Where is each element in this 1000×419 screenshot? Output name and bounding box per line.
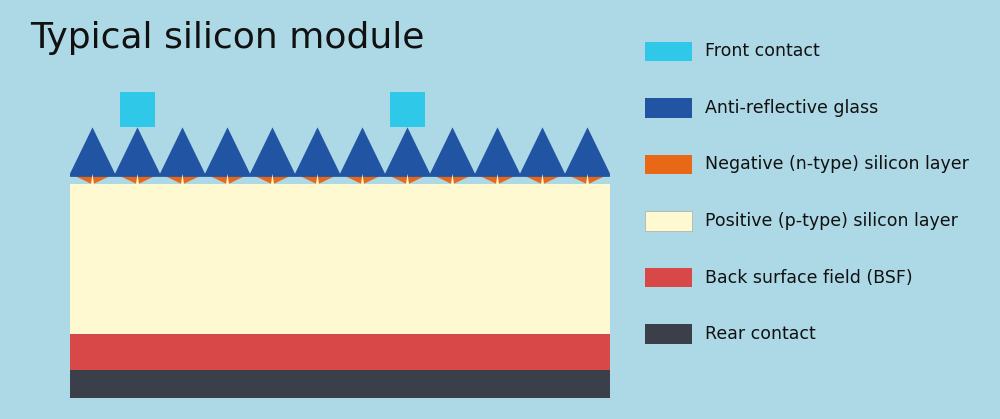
Bar <box>645 268 692 287</box>
Bar <box>645 41 692 61</box>
Text: Typical silicon module: Typical silicon module <box>30 21 424 55</box>
Bar <box>645 211 692 231</box>
Bar <box>645 324 692 344</box>
Text: Negative (n-type) silicon layer: Negative (n-type) silicon layer <box>705 155 969 173</box>
Bar <box>120 92 155 127</box>
Text: Rear contact: Rear contact <box>705 325 816 343</box>
Bar <box>645 155 692 174</box>
Text: Anti-reflective glass: Anti-reflective glass <box>705 99 878 117</box>
Polygon shape <box>70 173 610 334</box>
Bar <box>70 334 610 370</box>
Bar <box>70 184 610 334</box>
Polygon shape <box>70 173 610 184</box>
Text: Back surface field (BSF): Back surface field (BSF) <box>705 269 912 287</box>
Polygon shape <box>70 127 610 177</box>
Bar <box>390 92 425 127</box>
Text: Positive (p-type) silicon layer: Positive (p-type) silicon layer <box>705 212 958 230</box>
Text: Front contact: Front contact <box>705 42 820 60</box>
Bar <box>645 98 692 118</box>
Bar <box>70 370 610 398</box>
